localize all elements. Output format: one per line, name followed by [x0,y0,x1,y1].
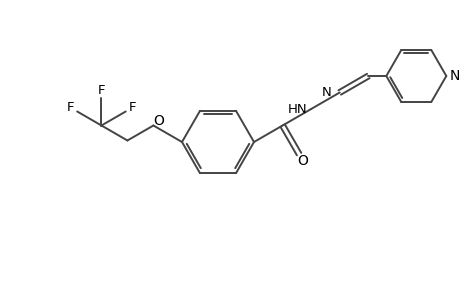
Text: O: O [297,154,308,168]
Text: N: N [448,69,459,83]
Text: O: O [153,113,163,128]
Text: N: N [321,86,330,99]
Text: HN: HN [287,103,307,116]
Text: F: F [97,84,105,97]
Text: F: F [129,101,136,114]
Text: F: F [66,101,74,114]
